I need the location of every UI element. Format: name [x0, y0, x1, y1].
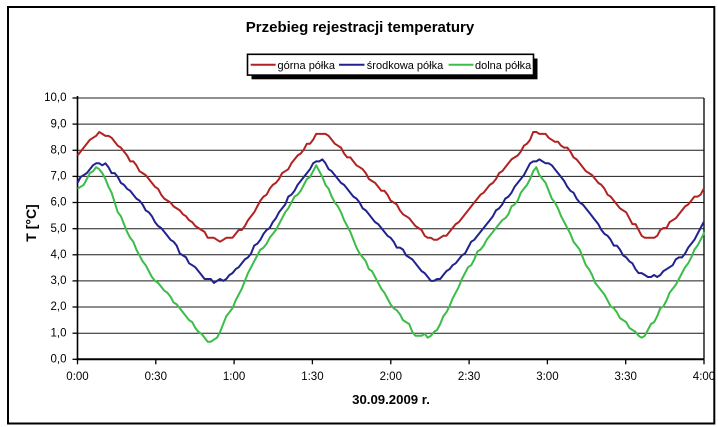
svg-text:10,0: 10,0	[44, 92, 66, 104]
svg-text:3:30: 3:30	[615, 371, 637, 383]
svg-text:1:30: 1:30	[301, 371, 323, 383]
svg-text:dolna półka: dolna półka	[475, 60, 532, 72]
svg-text:0,0: 0,0	[51, 354, 67, 366]
svg-text:T [°C]: T [°C]	[23, 204, 39, 241]
svg-text:górna półka: górna półka	[278, 60, 336, 72]
svg-text:8,0: 8,0	[51, 145, 67, 157]
svg-text:3:00: 3:00	[536, 371, 558, 383]
svg-text:0:30: 0:30	[145, 371, 167, 383]
svg-text:9,0: 9,0	[51, 118, 67, 130]
svg-text:30.09.2009 r.: 30.09.2009 r.	[352, 392, 430, 407]
svg-text:7,0: 7,0	[51, 171, 67, 183]
svg-text:1,0: 1,0	[51, 327, 67, 339]
svg-text:0:00: 0:00	[66, 371, 88, 383]
svg-text:2,0: 2,0	[51, 301, 67, 313]
svg-text:4:00: 4:00	[693, 371, 715, 383]
svg-text:6,0: 6,0	[51, 197, 67, 209]
svg-text:2:00: 2:00	[380, 371, 402, 383]
svg-text:2:30: 2:30	[458, 371, 480, 383]
svg-text:4,0: 4,0	[51, 249, 67, 261]
svg-text:5,0: 5,0	[51, 223, 67, 235]
svg-text:3,0: 3,0	[51, 275, 67, 287]
svg-text:środkowa półka: środkowa półka	[367, 60, 444, 72]
svg-text:Przebieg rejestracji temperatu: Przebieg rejestracji temperatury	[246, 19, 475, 36]
svg-text:1:00: 1:00	[223, 371, 245, 383]
